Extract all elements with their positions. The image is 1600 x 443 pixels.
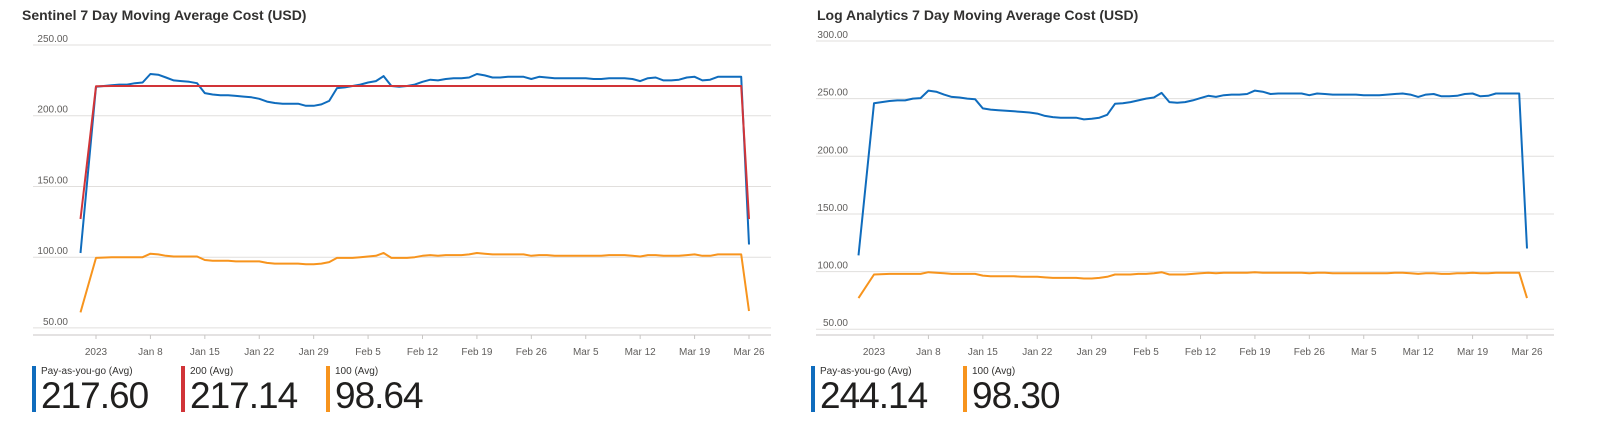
x-tick-label: Mar 12 xyxy=(625,347,657,358)
y-tick-label: 200.00 xyxy=(37,105,68,116)
x-tick-label: Feb 19 xyxy=(1239,347,1271,358)
y-tick-label: 100.00 xyxy=(817,261,848,272)
x-tick-label: Feb 5 xyxy=(355,347,381,358)
x-tick-label: Feb 26 xyxy=(516,347,548,358)
y-tick-label: 150.00 xyxy=(817,203,848,214)
x-tick-label: Jan 22 xyxy=(244,347,274,358)
series-line-100-avg xyxy=(79,252,750,313)
sentinel-chart-panel: Sentinel 7 Day Moving Average Cost (USD)… xyxy=(22,7,771,416)
x-tick-label: Jan 29 xyxy=(1077,347,1107,358)
x-tick-label: 2023 xyxy=(863,347,886,358)
log-analytics-legend: Pay-as-you-go (Avg) 244.14 100 (Avg) 98.30 xyxy=(811,366,1511,416)
x-tick-label: Mar 19 xyxy=(1457,347,1489,358)
x-tick-label: Mar 26 xyxy=(1511,347,1543,358)
legend-label: Pay-as-you-go (Avg) xyxy=(41,366,133,377)
y-tick-label: 150.00 xyxy=(37,175,68,186)
y-tick-label: 100.00 xyxy=(37,246,68,257)
x-tick-label: Mar 5 xyxy=(1351,347,1377,358)
legend-label: 100 (Avg) xyxy=(335,366,379,377)
sentinel-line-chart: 250.00 200.00 150.00 100.00 50.00 2023 Jan 8 Ja… xyxy=(33,34,771,358)
y-tick-label: 250.00 xyxy=(817,88,848,99)
legend-label: 200 (Avg) xyxy=(190,366,234,377)
y-tick-label: 50.00 xyxy=(43,317,68,328)
sentinel-legend: Pay-as-you-go (Avg) 217.60 200 (Avg) 217.14… xyxy=(32,366,732,416)
legend-value: 98.30 xyxy=(972,375,1061,416)
legend-label: 100 (Avg) xyxy=(972,366,1016,377)
chart-title: Log Analytics 7 Day Moving Average Cost … xyxy=(817,7,1139,23)
chart-title: Sentinel 7 Day Moving Average Cost (USD) xyxy=(22,7,307,23)
series-line-200-avg xyxy=(79,85,750,220)
x-tick-label: Mar 26 xyxy=(733,347,765,358)
y-tick-label: 250.00 xyxy=(37,34,68,45)
legend-label: Pay-as-you-go (Avg) xyxy=(820,366,912,377)
y-tick-label: 200.00 xyxy=(817,145,848,156)
series-line-100-avg xyxy=(857,271,1528,299)
legend-value: 98.64 xyxy=(335,375,424,416)
x-tick-label: Jan 8 xyxy=(138,347,163,358)
legend-swatch xyxy=(811,366,815,412)
x-tick-label: Feb 26 xyxy=(1294,347,1326,358)
series-line-pay-as-you-go-avg xyxy=(79,73,750,254)
x-tick-label: Mar 12 xyxy=(1403,347,1435,358)
x-tick-label: Jan 15 xyxy=(968,347,998,358)
log-analytics-chart-panel: Log Analytics 7 Day Moving Average Cost … xyxy=(800,0,1600,443)
legend-value: 217.60 xyxy=(41,375,149,416)
y-tick-label: 50.00 xyxy=(823,318,848,329)
x-tick-label: Feb 5 xyxy=(1133,347,1159,358)
series-line-pay-as-you-go-avg xyxy=(857,89,1528,256)
x-tick-label: Jan 8 xyxy=(916,347,941,358)
x-tick-label: 2023 xyxy=(85,347,108,358)
x-tick-label: Feb 12 xyxy=(1185,347,1217,358)
x-tick-label: Jan 29 xyxy=(299,347,329,358)
legend-value: 217.14 xyxy=(190,375,298,416)
legend-swatch xyxy=(963,366,967,412)
log-analytics-line-chart: 300.00 250.00 200.00 150.00 100.00 50.00 2023 J… xyxy=(816,30,1554,358)
legend-swatch xyxy=(326,366,330,412)
legend-value: 244.14 xyxy=(820,375,928,416)
x-tick-label: Feb 19 xyxy=(461,347,493,358)
x-tick-label: Jan 22 xyxy=(1022,347,1052,358)
x-tick-label: Mar 5 xyxy=(573,347,599,358)
legend-swatch xyxy=(181,366,185,412)
x-tick-label: Feb 12 xyxy=(407,347,439,358)
x-tick-label: Mar 19 xyxy=(679,347,711,358)
y-tick-label: 300.00 xyxy=(817,30,848,41)
legend-swatch xyxy=(32,366,36,412)
x-tick-label: Jan 15 xyxy=(190,347,220,358)
